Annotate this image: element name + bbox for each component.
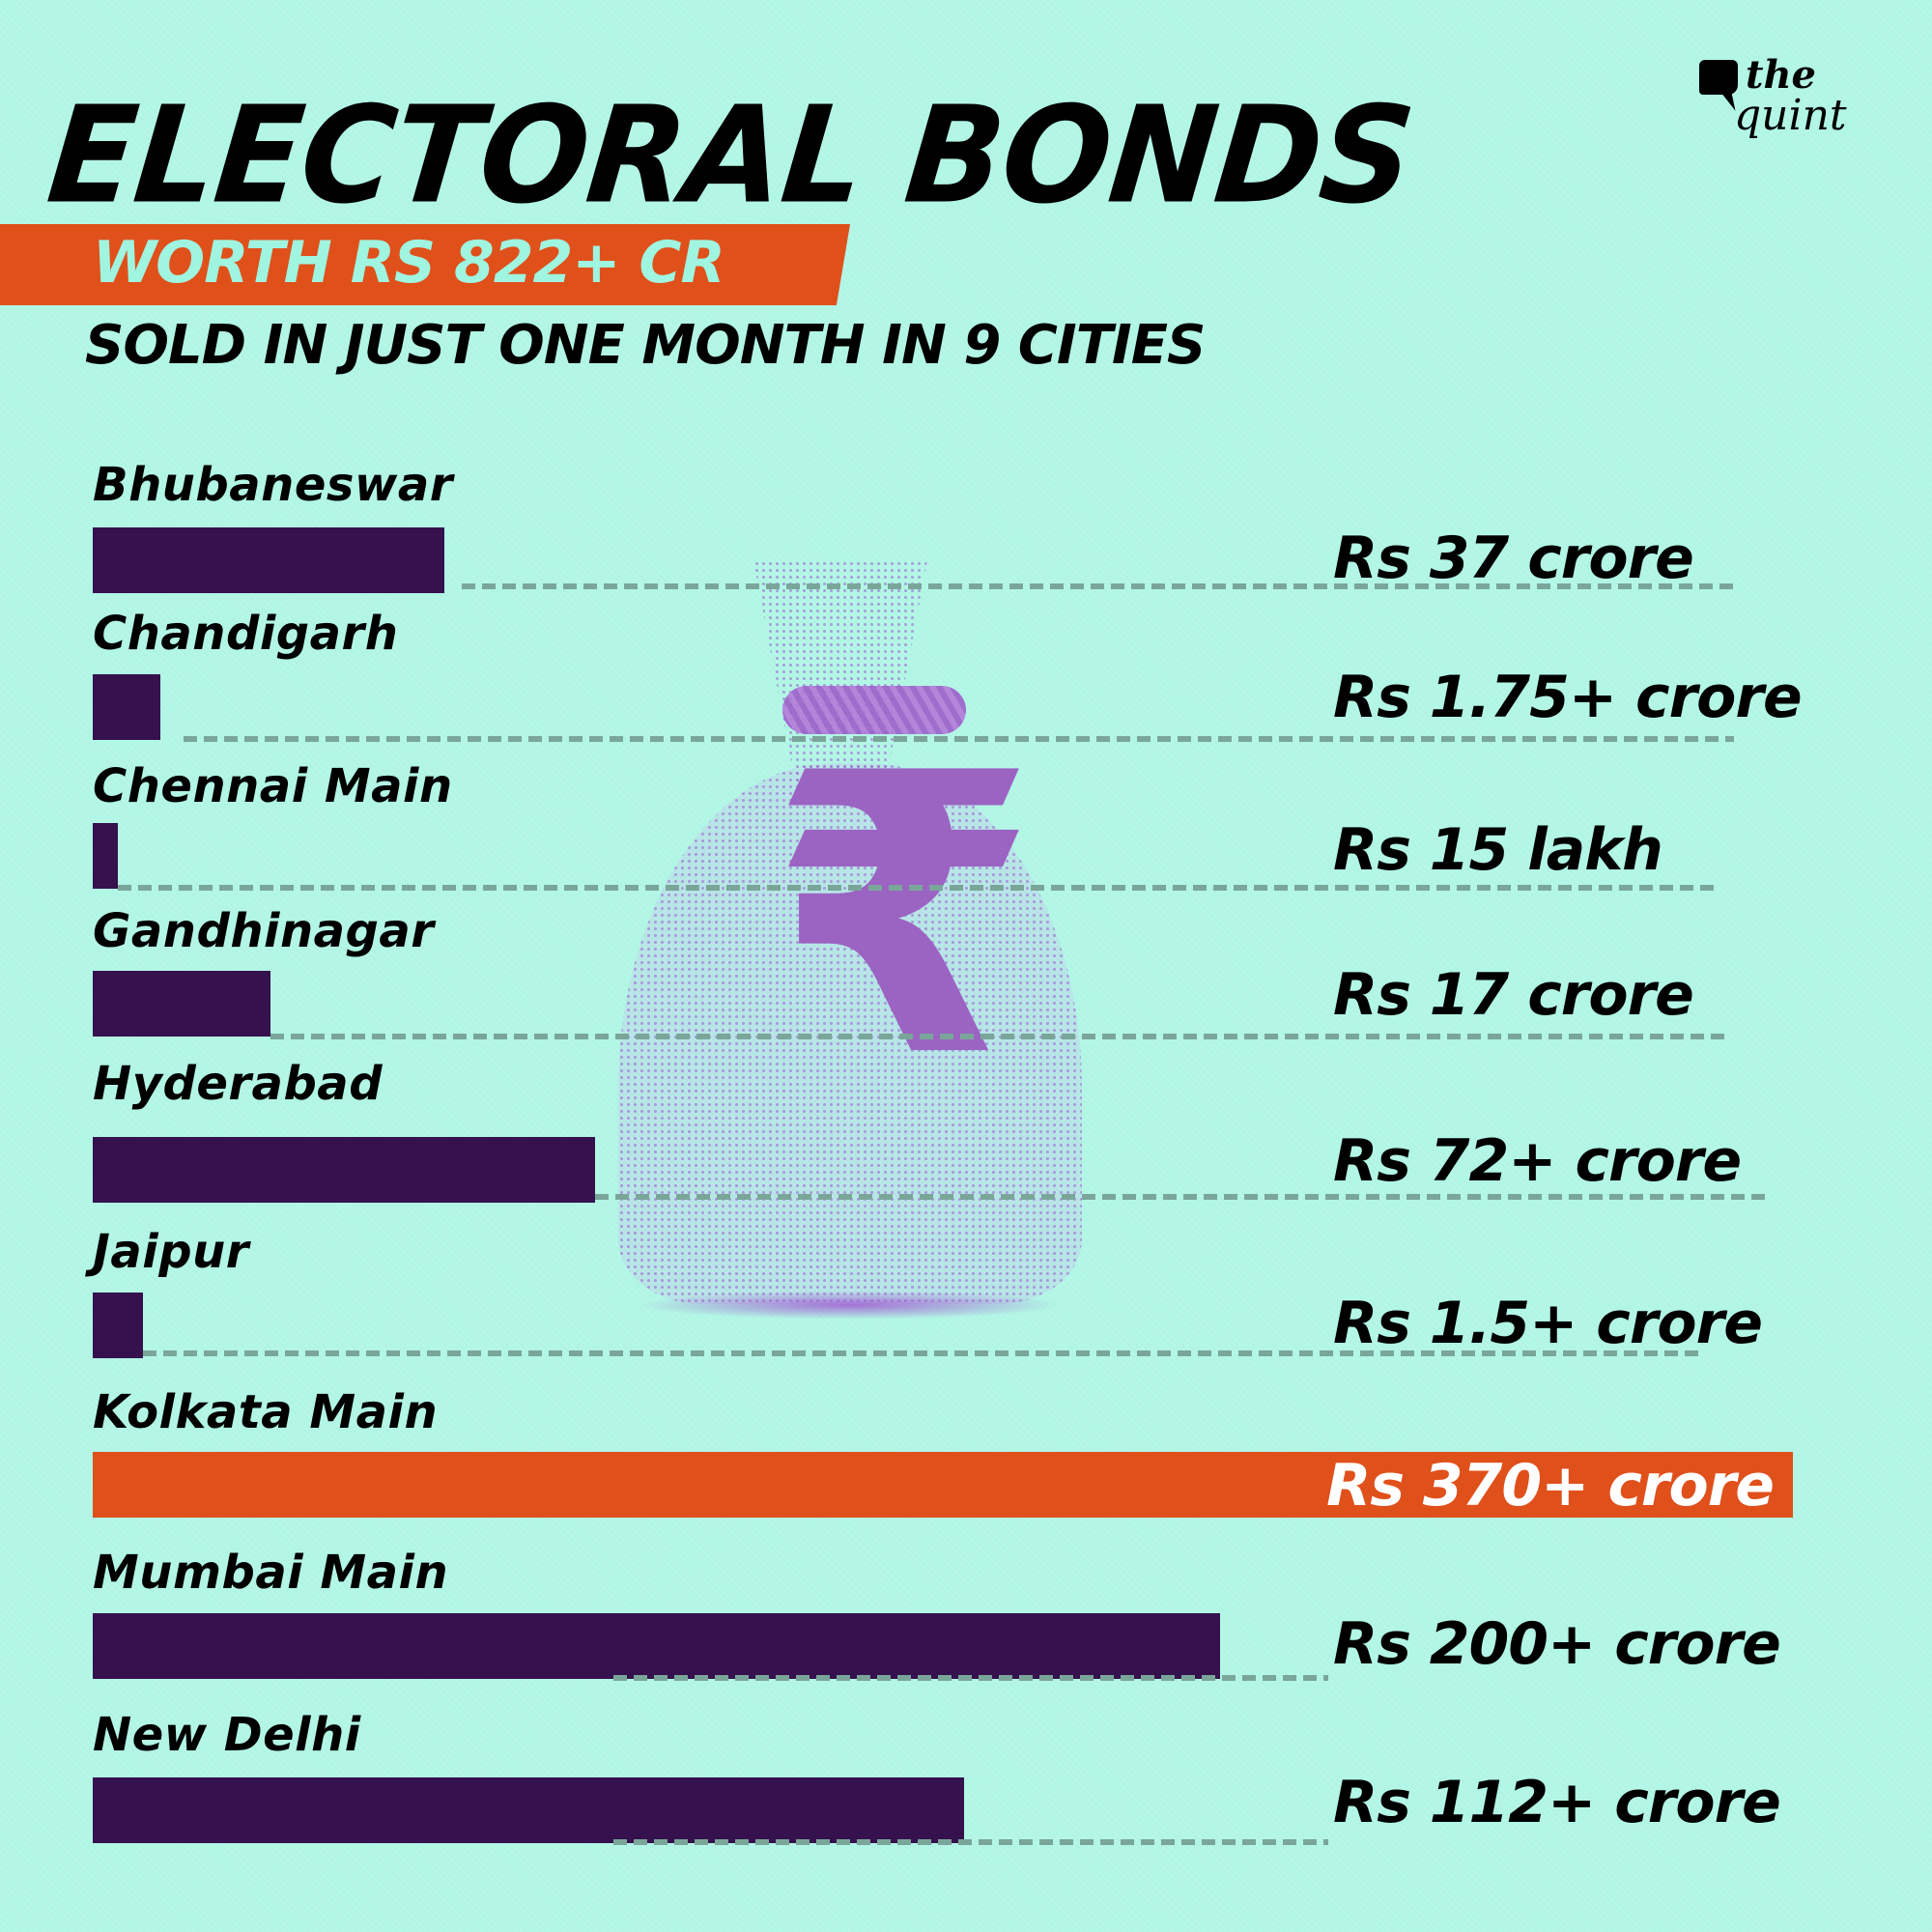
bar-mumbai-main — [93, 1613, 1220, 1679]
speech-bubble-icon — [1699, 60, 1738, 95]
city-label-gandhinagar: Gandhinagar — [93, 904, 435, 958]
highlight-banner — [0, 224, 850, 305]
value-kolkata-main: Rs 370+ crore — [1326, 1452, 1775, 1520]
value-mumbai-main: Rs 200+ crore — [1333, 1610, 1781, 1678]
value-bhubaneswar: Rs 37 crore — [1333, 525, 1694, 592]
dotted-leader — [143, 1350, 1700, 1356]
city-label-kolkata-main: Kolkata Main — [93, 1385, 439, 1439]
bag-shadow — [638, 1291, 1063, 1320]
bar-jaipur — [93, 1293, 143, 1358]
page-subtitle: SOLD IN JUST ONE MONTH IN 9 CITIES — [85, 314, 1206, 377]
bar-gandhinagar — [93, 971, 270, 1037]
dotted-leader — [462, 583, 1739, 589]
bar-bhubaneswar — [93, 527, 444, 593]
bar-hyderabad — [93, 1137, 595, 1203]
city-label-mumbai-main: Mumbai Main — [93, 1546, 449, 1600]
dotted-leader — [613, 1839, 1328, 1845]
dotted-leader — [184, 736, 1734, 742]
the-quint-logo: the quint — [1695, 50, 1889, 166]
logo-text-quint: quint — [1734, 91, 1847, 140]
city-label-new-delhi: New Delhi — [93, 1708, 361, 1762]
dotted-leader — [613, 1675, 1328, 1681]
bar-kolkata-main — [93, 1452, 1793, 1518]
bar-chennai-main — [93, 823, 118, 889]
value-hyderabad: Rs 72+ crore — [1333, 1127, 1742, 1195]
bar-new-delhi — [93, 1777, 964, 1843]
money-bag-icon: ₹ — [599, 541, 1101, 1343]
page-title: ELECTORAL BONDS — [41, 77, 1420, 235]
city-label-jaipur: Jaipur — [93, 1225, 249, 1279]
bar-chandigarh — [93, 674, 160, 740]
value-chandigarh: Rs 1.75+ crore — [1333, 664, 1803, 731]
dotted-leader — [270, 1034, 1724, 1039]
city-label-chennai-main: Chennai Main — [93, 759, 453, 813]
city-label-chandigarh: Chandigarh — [93, 607, 399, 661]
city-label-hyderabad: Hyderabad — [93, 1057, 384, 1111]
value-gandhinagar: Rs 17 crore — [1333, 961, 1694, 1029]
total-worth-text: WORTH RS 822+ CR — [93, 229, 725, 297]
bag-rope — [782, 686, 966, 734]
value-new-delhi: Rs 112+ crore — [1333, 1769, 1781, 1836]
dotted-leader — [595, 1194, 1768, 1200]
value-chennai-main: Rs 15 lakh — [1333, 816, 1663, 884]
rupee-icon: ₹ — [769, 693, 1038, 1142]
dotted-leader — [118, 885, 1719, 891]
logo-text-the: the — [1746, 52, 1817, 98]
value-jaipur: Rs 1.5+ crore — [1333, 1290, 1763, 1357]
city-label-bhubaneswar: Bhubaneswar — [93, 458, 453, 512]
